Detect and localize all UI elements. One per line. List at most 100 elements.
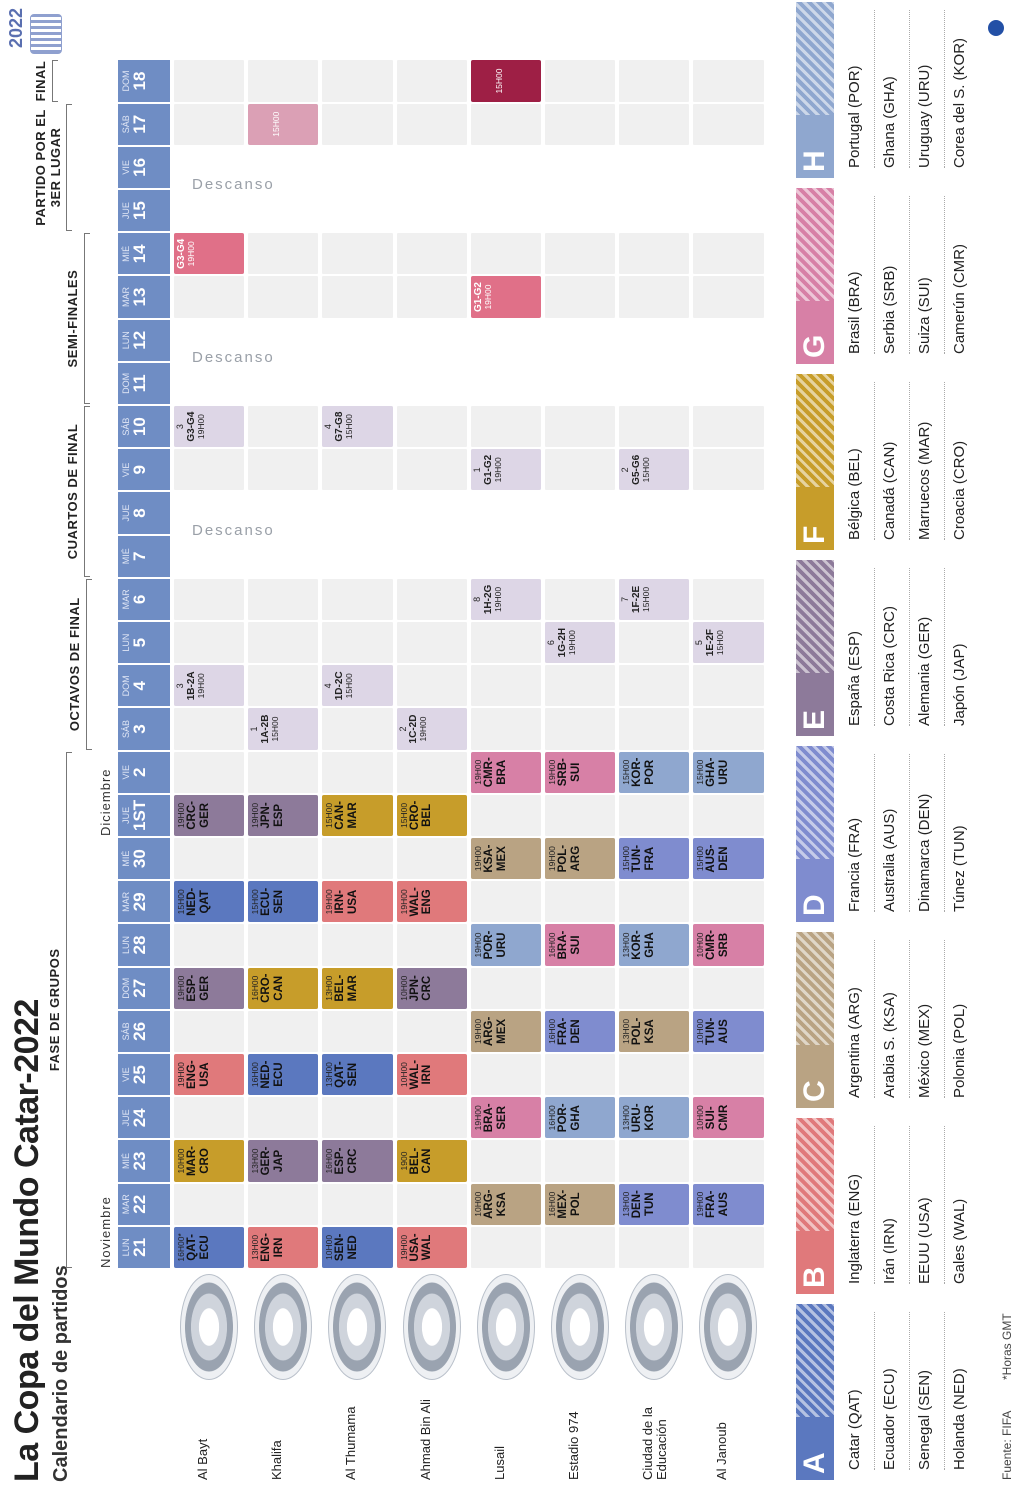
knockout-match[interactable]: 5 1E-2F 15H00 bbox=[693, 622, 764, 664]
knockout-match[interactable]: 6 1G-2H 19H00 bbox=[545, 622, 616, 664]
grid-cell bbox=[396, 449, 467, 491]
match-cell[interactable]: 15H00 GHA- URU bbox=[693, 751, 764, 793]
day-header: JUE 8 bbox=[118, 492, 170, 534]
match-cell[interactable]: 19H00 WAL- ENG bbox=[396, 881, 467, 923]
match-cell[interactable]: 16H00 CRO- CAN bbox=[248, 967, 319, 1009]
stadium-name: Khalifa bbox=[269, 1440, 285, 1480]
match-team-a: TUN- bbox=[631, 844, 644, 873]
knockout-match[interactable]: 1 G1-G2 19H00 bbox=[470, 449, 541, 491]
stadium-name: Ahmad Bin Ali bbox=[417, 1399, 433, 1480]
knockout-match[interactable]: 15H00 bbox=[248, 103, 319, 145]
match-team-b: CAN bbox=[273, 975, 286, 1001]
match-cell[interactable]: 13H00 GER- JAP bbox=[248, 1140, 319, 1182]
match-team-a: CMR- bbox=[705, 930, 718, 961]
match-cell[interactable]: 16H00 FRA- DEN bbox=[545, 1010, 616, 1052]
knockout-match[interactable]: 2 1C-2D 19H00 bbox=[396, 708, 467, 750]
match-cell[interactable]: 13H00 ENG- IRN bbox=[248, 1226, 319, 1268]
match-cell[interactable]: 19H00 IRN- USA bbox=[322, 881, 393, 923]
grid-cell bbox=[545, 881, 616, 923]
match-cell[interactable]: 10H00 SUI- CMR bbox=[693, 1097, 764, 1139]
day-number: 27 bbox=[130, 978, 149, 998]
match-team-b: CMR bbox=[718, 1104, 731, 1131]
match-cell[interactable]: 15H00 TUN- FRA bbox=[619, 838, 690, 880]
knockout-match[interactable]: 1 1A-2B 15H00 bbox=[248, 708, 319, 750]
match-cell[interactable]: 19H00 POR- URU bbox=[470, 924, 541, 966]
match-cell[interactable]: 10H00 WAL- IRN bbox=[396, 1054, 467, 1096]
group-divider bbox=[909, 196, 910, 354]
grid-cell bbox=[396, 233, 467, 275]
match-cell[interactable]: 16H00 NED- ECU bbox=[248, 1054, 319, 1096]
match-cell[interactable]: 10H00 TUN- AUS bbox=[693, 1010, 764, 1052]
match-cell[interactable]: 15H00 CAN- MAR bbox=[322, 794, 393, 836]
day-header: DOM 18 bbox=[118, 60, 170, 102]
match-cell[interactable]: 16H00 POR- GHA bbox=[545, 1097, 616, 1139]
match-cell[interactable]: 13H00 DEN- TUN bbox=[619, 1183, 690, 1225]
match-cell[interactable]: 15H00 ECU- SEN bbox=[248, 881, 319, 923]
match-cell[interactable]: 19H00 USA- WAL bbox=[396, 1226, 467, 1268]
grid-cell bbox=[545, 794, 616, 836]
match-team-a: SRB- bbox=[557, 758, 569, 787]
match-cell[interactable]: 10H00 ARG- KSA bbox=[470, 1183, 541, 1225]
grid-cell bbox=[470, 708, 541, 750]
knockout-match[interactable]: 4 G7-G8 15H00 bbox=[322, 406, 393, 448]
match-cell[interactable]: 19H00 FRA- AUS bbox=[693, 1183, 764, 1225]
group-divider bbox=[909, 940, 910, 1098]
knockout-match[interactable]: 4 1D-2C 15H00 bbox=[322, 665, 393, 707]
knockout-match[interactable]: G3-G4 19H00 bbox=[174, 233, 245, 275]
knockout-match[interactable]: 7 1F-2E 15H00 bbox=[619, 578, 690, 620]
knockout-match[interactable]: G1-G2 19H00 bbox=[470, 276, 541, 318]
match-cell[interactable]: 19H00 POL- ARG bbox=[545, 838, 616, 880]
match-cell[interactable]: 16H00 BRA- SUI bbox=[545, 924, 616, 966]
match-time: 10H00 bbox=[695, 1018, 706, 1044]
match-cell[interactable]: 19H00 ARG- MEX bbox=[470, 1010, 541, 1052]
match-cell[interactable]: 1900 BEL- CAN bbox=[396, 1140, 467, 1182]
match-team-a: WAL- bbox=[408, 1059, 421, 1090]
match-cell[interactable]: 10H00 SEN- NED bbox=[322, 1226, 393, 1268]
match-cell[interactable]: 13H00 URU- KOR bbox=[619, 1097, 690, 1139]
day-header: DOM 27 bbox=[118, 967, 170, 1009]
knockout-match[interactable]: 2 G5-G6 15H00 bbox=[619, 449, 690, 491]
match-time: 13H00 bbox=[250, 1234, 261, 1260]
match-cell[interactable]: 10H00 MAR- CRO bbox=[174, 1140, 245, 1182]
match-cell[interactable]: 15H00 NED- QAT bbox=[174, 881, 245, 923]
knockout-match[interactable]: 3 1B-2A 19H00 bbox=[174, 665, 245, 707]
grid-cell bbox=[396, 276, 467, 318]
match-cell[interactable]: 13H00 KOR- GHA bbox=[619, 924, 690, 966]
knockout-match[interactable]: 3 G3-G4 19H00 bbox=[174, 406, 245, 448]
grid-cell bbox=[470, 1226, 541, 1268]
match-cell[interactable]: 19H00 ESP- GER bbox=[174, 967, 245, 1009]
match-cell[interactable]: 16H00 ESP- CRC bbox=[322, 1140, 393, 1182]
group-stripe-pattern bbox=[796, 1118, 834, 1231]
match-cell[interactable]: 13H00 POL- KSA bbox=[619, 1010, 690, 1052]
group-team: Arabia S. (KSA) bbox=[881, 992, 898, 1098]
match-cell[interactable]: 10H00 JPN- CRC bbox=[396, 967, 467, 1009]
match-cell[interactable]: 19H00 SRB- SUI bbox=[545, 751, 616, 793]
grid-cell bbox=[248, 1183, 319, 1225]
grid-cell bbox=[322, 233, 393, 275]
knockout-match[interactable]: 8 1H-2G 19H00 bbox=[470, 578, 541, 620]
match-cell[interactable]: 15H00 KOR- POR bbox=[619, 751, 690, 793]
group-team: España (ESP) bbox=[846, 630, 863, 726]
match-time: 19H00 bbox=[547, 846, 557, 872]
group-divider bbox=[874, 1126, 875, 1284]
match-cell[interactable]: 13H00 QAT- SEN bbox=[322, 1054, 393, 1096]
match-cell[interactable]: 16H00 MEX- POL bbox=[545, 1183, 616, 1225]
match-cell[interactable]: 19H00 BRA- SER bbox=[470, 1097, 541, 1139]
knockout-match[interactable]: 15H00 bbox=[470, 60, 541, 102]
match-cell[interactable]: 19H00 KSA- MEX bbox=[470, 838, 541, 880]
grid-cell bbox=[619, 60, 690, 102]
match-cell[interactable]: 15H00 AUS- DEN bbox=[693, 838, 764, 880]
match-team-b: FRA bbox=[644, 846, 657, 871]
match-time: 19H00 bbox=[324, 889, 335, 915]
match-cell[interactable]: 19H00 JPN- ESP bbox=[248, 794, 319, 836]
match-cell[interactable]: 16H00* QAT- ECU bbox=[174, 1226, 245, 1268]
group-team: Ecuador (ECU) bbox=[881, 1368, 898, 1470]
match-cell[interactable]: 10H00 CMR- SRB bbox=[693, 924, 764, 966]
match-team-b: JAP bbox=[273, 1149, 286, 1173]
match-cell[interactable]: 19H00 CRC- GER bbox=[174, 794, 245, 836]
stadium-illustration bbox=[328, 1274, 387, 1380]
match-cell[interactable]: 15H00 CRO- BEL bbox=[396, 794, 467, 836]
match-cell[interactable]: 19H00 CMR- BRA bbox=[470, 751, 541, 793]
match-cell[interactable]: 13H00 BEL- MAR bbox=[322, 967, 393, 1009]
match-cell[interactable]: 19H00 ENG- USA bbox=[174, 1054, 245, 1096]
